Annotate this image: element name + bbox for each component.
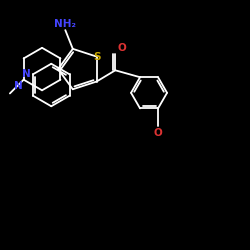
Text: O: O — [154, 128, 162, 138]
Text: N: N — [22, 69, 31, 80]
Text: N: N — [14, 81, 22, 91]
Text: O: O — [118, 43, 126, 53]
Text: S: S — [93, 52, 100, 62]
Text: NH₂: NH₂ — [54, 19, 76, 29]
